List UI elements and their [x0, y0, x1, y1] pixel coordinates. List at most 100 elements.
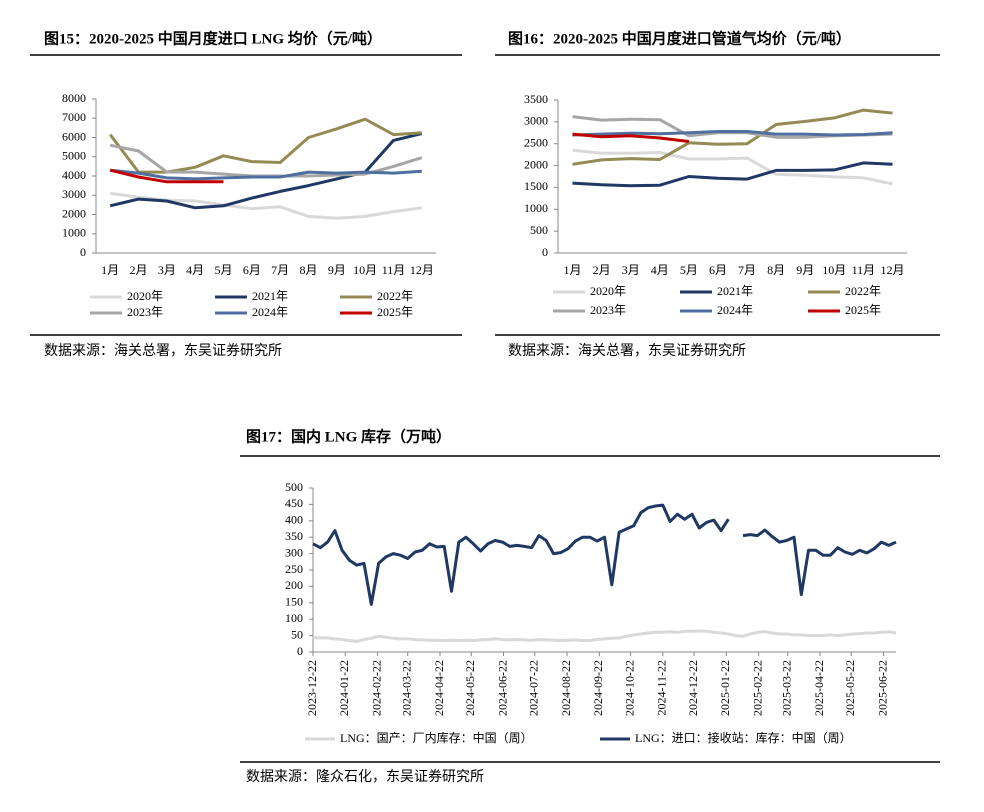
- y-tick-label: 5000: [62, 149, 86, 163]
- source-note: 数据来源：海关总署，东吴证券研究所: [508, 343, 746, 359]
- y-tick-label: 400: [285, 513, 303, 527]
- x-tick-label: 5月: [680, 263, 698, 277]
- source-note: 数据来源：海关总署，东吴证券研究所: [44, 343, 282, 359]
- y-tick-label: 200: [285, 578, 303, 592]
- legend-label: 2024年: [717, 303, 753, 317]
- x-tick-label: 10月: [822, 263, 846, 277]
- x-tick-label: 11月: [382, 263, 406, 277]
- x-tick-label: 2025-06-22: [875, 660, 889, 716]
- y-tick-label: 2500: [524, 135, 548, 149]
- y-tick-label: 500: [285, 480, 303, 494]
- y-tick-label: 2000: [524, 157, 548, 171]
- x-tick-label: 4月: [651, 263, 669, 277]
- y-tick-label: 4000: [62, 168, 86, 182]
- x-tick-label: 3月: [622, 263, 640, 277]
- series-line: [572, 161, 893, 188]
- y-tick-label: 0: [297, 644, 303, 658]
- legend-label: LNG：进口：接收站：库存：中国（周）: [635, 730, 852, 745]
- x-tick-label: 3月: [158, 263, 176, 277]
- x-tick-label: 8月: [299, 263, 317, 277]
- y-tick-label: 500: [530, 223, 548, 237]
- series-line: [109, 168, 224, 184]
- x-tick-label: 2024-05-22: [463, 660, 477, 716]
- legend-label: 2024年: [252, 305, 288, 319]
- x-tick-label: 2月: [129, 263, 147, 277]
- legend-label: 2021年: [717, 284, 753, 298]
- series-line: [572, 132, 690, 143]
- y-tick-label: 3000: [524, 114, 548, 128]
- x-tick-label: 8月: [767, 263, 785, 277]
- legend-label: 2020年: [590, 284, 626, 298]
- y-tick-label: 250: [285, 562, 303, 576]
- series-line: [572, 130, 893, 137]
- x-tick-label: 9月: [796, 263, 814, 277]
- x-tick-label: 2024-04-22: [432, 660, 446, 716]
- x-tick-label: 6月: [709, 263, 727, 277]
- x-tick-label: 4月: [186, 263, 204, 277]
- series-line: [109, 132, 423, 210]
- x-tick-label: 2024-11-22: [655, 660, 669, 716]
- series-line: [572, 148, 893, 186]
- x-tick-label: 2025-02-22: [750, 660, 764, 716]
- x-tick-label: 2月: [593, 263, 611, 277]
- x-tick-label: 2025-05-22: [843, 660, 857, 716]
- x-tick-label: 1月: [101, 263, 119, 277]
- x-tick-label: 2024-12-22: [686, 660, 700, 716]
- y-tick-label: 300: [285, 545, 303, 559]
- x-tick-label: 2024-06-22: [495, 660, 509, 716]
- legend-label: 2021年: [252, 289, 288, 303]
- y-tick-label: 3000: [62, 187, 86, 201]
- x-tick-label: 1月: [564, 263, 582, 277]
- x-tick-label: 10月: [353, 263, 377, 277]
- x-tick-label: 2024-02-22: [369, 660, 383, 716]
- series-line: [312, 629, 897, 643]
- x-tick-label: 12月: [880, 263, 904, 277]
- y-tick-label: 6000: [62, 129, 86, 143]
- y-tick-label: 3500: [524, 92, 548, 106]
- series-line: [110, 168, 422, 181]
- x-tick-label: 9月: [328, 263, 346, 277]
- series-line: [109, 191, 422, 220]
- x-tick-label: 2024-03-22: [399, 660, 413, 716]
- x-tick-label: 2025-03-22: [779, 660, 793, 716]
- legend-label: 2022年: [845, 284, 881, 298]
- x-tick-label: 2024-08-22: [559, 660, 573, 716]
- series-line: [109, 117, 422, 174]
- legend-label: 2025年: [845, 303, 881, 317]
- x-tick-label: 2025-01-22: [718, 660, 732, 716]
- y-tick-label: 350: [285, 529, 303, 543]
- legend-label: 2020年: [127, 289, 163, 303]
- y-tick-label: 1500: [524, 179, 548, 193]
- y-tick-label: 100: [285, 611, 303, 625]
- y-tick-label: 50: [291, 627, 303, 641]
- x-tick-label: 6月: [243, 263, 261, 277]
- legend-label: 2023年: [127, 305, 163, 319]
- series-line: [742, 528, 897, 597]
- x-tick-label: 12月: [410, 263, 434, 277]
- x-tick-label: 2024-10-22: [622, 660, 636, 716]
- y-tick-label: 0: [542, 245, 548, 259]
- x-tick-label: 2024-07-22: [526, 660, 540, 716]
- y-tick-label: 150: [285, 595, 303, 609]
- y-tick-label: 8000: [62, 91, 86, 105]
- x-tick-label: 2025-04-22: [812, 660, 826, 716]
- x-tick-label: 7月: [738, 263, 756, 277]
- y-tick-label: 2000: [62, 206, 86, 220]
- x-tick-label: 5月: [214, 263, 232, 277]
- series-line: [572, 108, 893, 166]
- y-tick-label: 1000: [62, 226, 86, 240]
- x-tick-label: 7月: [271, 263, 289, 277]
- y-tick-label: 7000: [62, 110, 86, 124]
- source-note: 数据来源：隆众石化，东吴证券研究所: [246, 769, 484, 785]
- x-tick-label: 2024-01-22: [337, 660, 351, 716]
- x-tick-label: 11月: [852, 263, 876, 277]
- series-line: [312, 503, 730, 606]
- x-tick-label: 2024-09-22: [591, 660, 605, 716]
- figure-title: 图15：2020-2025 中国月度进口 LNG 均价（元/吨）: [44, 29, 382, 47]
- legend-label: 2025年: [377, 305, 413, 319]
- y-tick-label: 0: [80, 245, 86, 259]
- y-tick-label: 1000: [524, 201, 548, 215]
- legend-label: 2022年: [377, 289, 413, 303]
